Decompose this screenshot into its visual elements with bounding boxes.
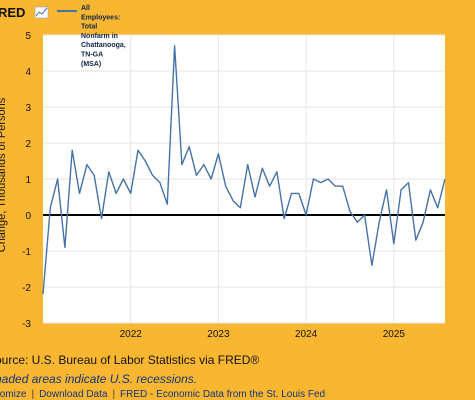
data-point [115, 192, 117, 194]
data-point [174, 45, 176, 47]
data-point [217, 153, 219, 155]
link-separator: | [31, 389, 35, 400]
legend-line: Nonfarm in [81, 33, 118, 40]
legend-line: TN-GA [81, 52, 103, 59]
data-point [422, 221, 424, 223]
data-point [437, 207, 439, 209]
data-point [444, 178, 446, 180]
chart: RED Change, Thousands of Persons -3 -2 -1 0… [0, 5, 446, 340]
data-point [42, 293, 44, 295]
data-point [239, 207, 241, 209]
chart-icon-line [35, 7, 48, 17]
data-point [349, 210, 351, 212]
data-point [429, 189, 431, 191]
data-point [122, 178, 124, 180]
data-point [137, 149, 139, 151]
data-point [86, 164, 88, 166]
y-tick-label: 2 [25, 139, 31, 150]
data-point [291, 192, 293, 194]
data-point [159, 182, 161, 184]
x-tick-labels: 2022 2023 2024 2025 [120, 329, 406, 340]
recession-note: haded areas indicate U.S. recessions. [0, 372, 198, 386]
legend-line: All [81, 5, 90, 12]
data-point [130, 192, 132, 194]
fred-home-link[interactable]: FRED - Economic Data from the St. Louis … [120, 389, 326, 400]
data-point [247, 164, 249, 166]
data-point [254, 196, 256, 198]
x-tick-label: 2025 [383, 329, 406, 340]
data-point [298, 192, 300, 194]
data-point [378, 221, 380, 223]
data-point [210, 178, 212, 180]
y-tick-labels: -3 -2 -1 0 1 2 3 4 5 [22, 31, 31, 330]
x-tick-label: 2024 [295, 329, 318, 340]
y-grid [43, 34, 445, 324]
data-point [342, 185, 344, 187]
y-tick-label: 3 [25, 103, 31, 114]
data-point [386, 189, 388, 191]
data-point [166, 203, 168, 205]
data-point [320, 182, 322, 184]
data-point [356, 221, 358, 223]
data-point [334, 185, 336, 187]
data-point [276, 171, 278, 173]
legend[interactable]: All Employees: Total Nonfarm in Chattanooga,… [57, 5, 126, 68]
footer-links: stomize | Download Data | FRED - Economic Da… [0, 389, 325, 400]
data-point [195, 174, 197, 176]
data-point [49, 207, 51, 209]
data-point [400, 189, 402, 191]
data-point [312, 178, 314, 180]
data-point [71, 149, 73, 151]
data-point [269, 185, 271, 187]
data-point [203, 164, 205, 166]
data-point [93, 174, 95, 176]
legend-line: Total [81, 24, 97, 31]
x-tick-label: 2022 [120, 329, 143, 340]
source-note: ource: U.S. Bureau of Labor Statistics v… [0, 353, 260, 367]
data-point [144, 160, 146, 162]
y-tick-label: 0 [25, 211, 31, 222]
link-separator: | [112, 389, 116, 400]
data-point [225, 185, 227, 187]
data-point [393, 243, 395, 245]
data-point [188, 146, 190, 148]
series-line [42, 45, 446, 295]
data-point [283, 218, 285, 220]
data-point [57, 178, 59, 180]
y-tick-label: -3 [22, 319, 31, 330]
chart-icon [34, 6, 49, 19]
y-tick-label: 1 [25, 175, 31, 186]
legend-line: Chattanooga, [81, 42, 126, 49]
data-point [79, 192, 81, 194]
legend-label: All Employees: Total Nonfarm in Chattanooga,… [81, 5, 126, 68]
data-point [152, 174, 154, 176]
data-point [64, 246, 66, 248]
data-point [327, 178, 329, 180]
x-tick-label: 2023 [207, 329, 230, 340]
y-tick-label: -2 [22, 283, 31, 294]
legend-line: (MSA) [81, 61, 101, 68]
data-point [371, 264, 373, 266]
legend-line: Employees: [81, 14, 120, 21]
fred-logo-text: RED [0, 5, 25, 20]
y-axis-label: Change, Thousands of Persons [0, 97, 8, 252]
data-point [415, 239, 417, 241]
data-point [181, 164, 183, 166]
data-point [305, 214, 307, 216]
data-point [407, 182, 409, 184]
data-point [232, 200, 234, 202]
y-tick-label: -1 [22, 247, 31, 258]
fred-logo[interactable]: RED [0, 5, 49, 20]
download-data-link[interactable]: Download Data [39, 389, 108, 400]
data-point [100, 218, 102, 220]
y-tick-label: 5 [25, 31, 31, 42]
data-point [108, 171, 110, 173]
data-point [364, 214, 366, 216]
data-point [261, 167, 263, 169]
y-tick-label: 4 [25, 67, 31, 78]
customize-link[interactable]: stomize [0, 389, 27, 400]
